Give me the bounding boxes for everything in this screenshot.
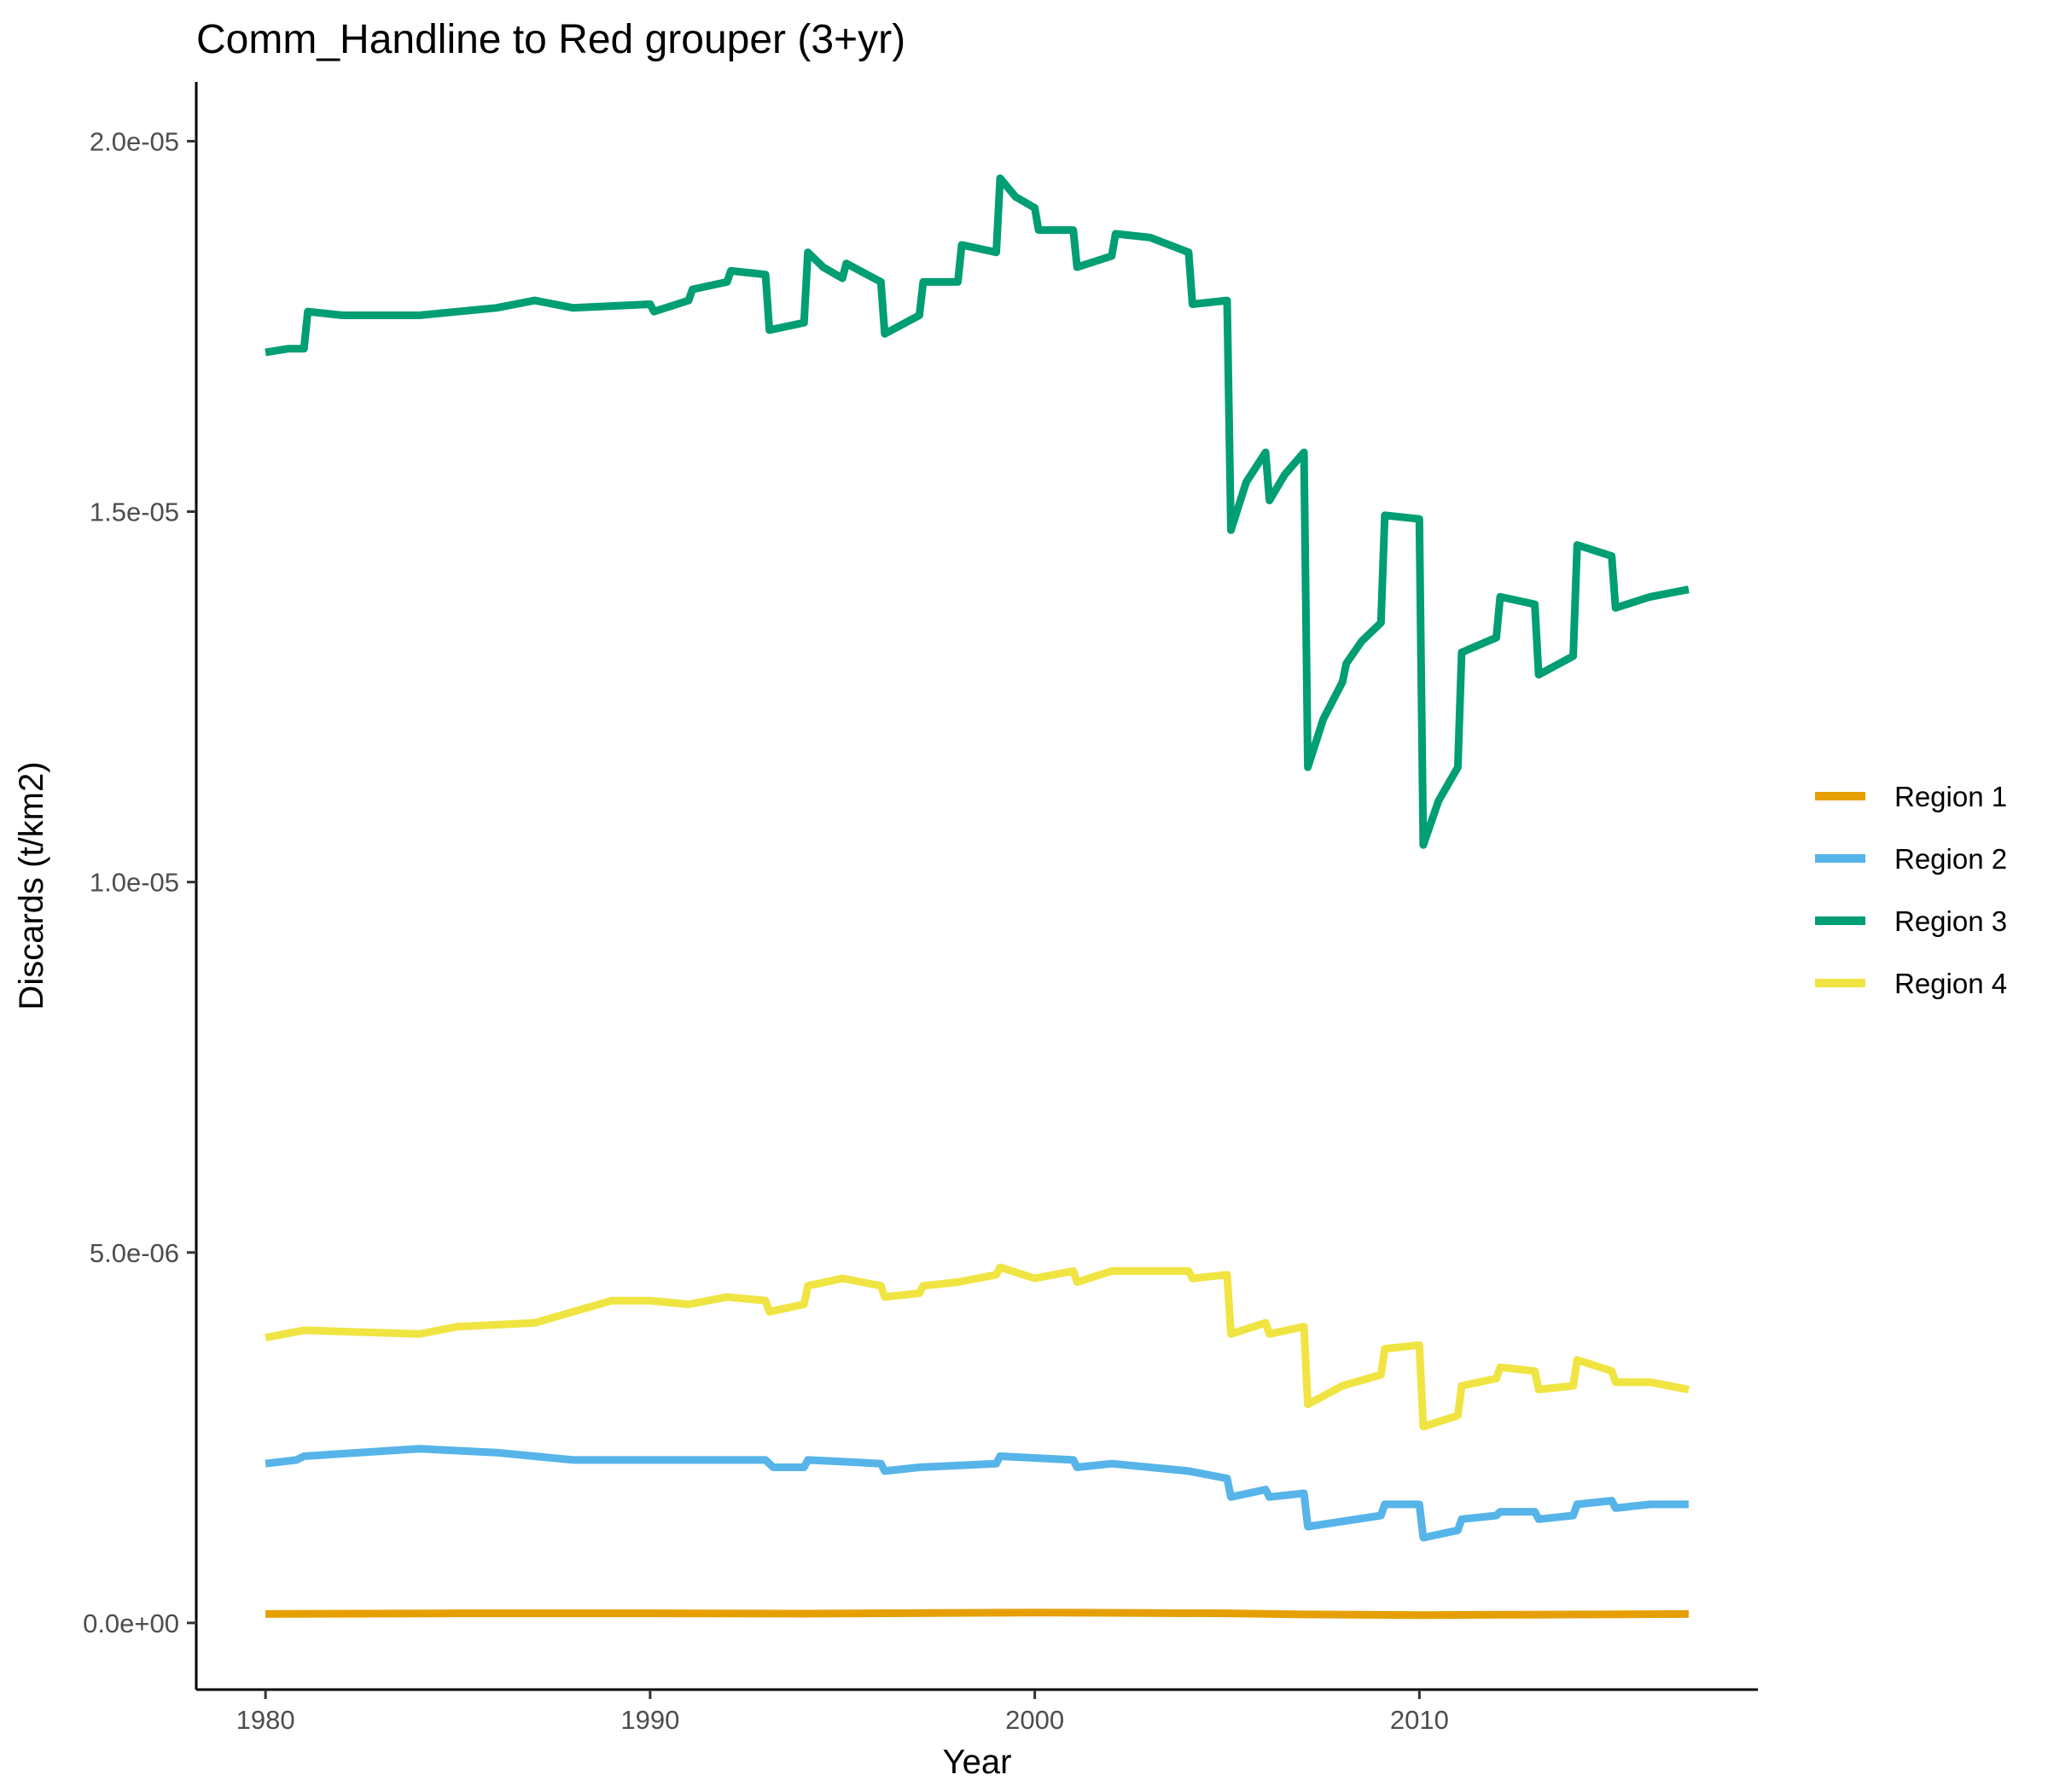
legend: Region 1 Region 2 Region 3 Region 4 [1815,781,2007,999]
y-tick-label: 5.0e-06 [90,1238,179,1268]
legend-label-region-2: Region 2 [1894,843,2007,875]
y-tick-label: 1.0e-05 [90,868,179,898]
y-tick-label: 1.5e-05 [90,497,179,527]
y-axis-ticks: 0.0e+00 5.0e-06 1.0e-05 1.5e-05 2.0e-05 [83,126,196,1638]
series-line-region-1 [265,1609,1689,1620]
x-axis-title: Year [943,1743,1012,1781]
legend-label-region-4: Region 4 [1894,968,2007,999]
x-tick-label: 2010 [1390,1705,1449,1735]
series-line-region-4 [265,1263,1690,1431]
legend-label-region-1: Region 1 [1894,781,2007,812]
x-axis-ticks: 1980 1990 2000 2010 [236,1690,1449,1735]
series-line-region-3 [265,174,1690,849]
series-line-region-2 [265,1445,1689,1542]
x-tick-label: 1990 [620,1705,679,1735]
y-axis-title: Discards (t/km2) [13,761,50,1009]
chart-title: Comm_Handline to Red grouper (3+yr) [196,17,905,62]
legend-label-region-3: Region 3 [1894,905,2007,937]
y-tick-label: 0.0e+00 [83,1609,179,1638]
x-tick-label: 1980 [236,1705,295,1735]
x-tick-label: 2000 [1005,1705,1064,1735]
y-tick-label: 2.0e-05 [90,126,179,156]
plot-area [265,174,1690,1620]
